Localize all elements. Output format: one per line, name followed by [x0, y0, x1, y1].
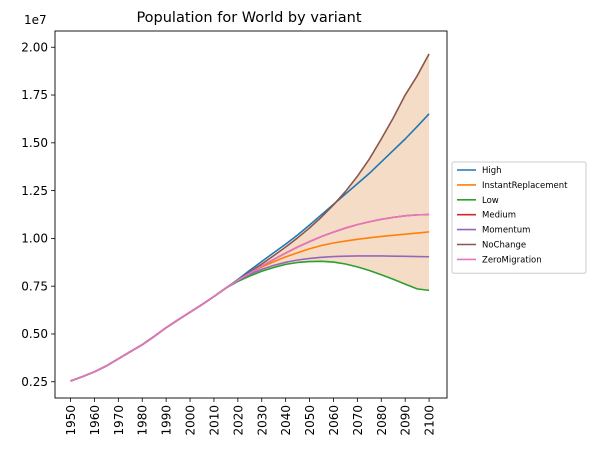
y-tick-label: 0.50 — [21, 327, 48, 341]
y-tick-label: 1.50 — [21, 136, 48, 150]
plot-frame — [54, 30, 448, 399]
legend: High InstantReplacement Low Medium Momentum N… — [451, 161, 587, 274]
range-band-layer — [70, 53, 430, 381]
legend-label: Medium — [482, 211, 516, 221]
chart-title: Population for World by variant — [136, 10, 361, 26]
x-tick-label: 2020 — [231, 405, 245, 436]
x-tick-label: 1990 — [160, 405, 174, 436]
y-axis-offset-label: 1e7 — [24, 13, 47, 27]
legend-label: NoChange — [482, 241, 526, 251]
x-tick-label: 2000 — [184, 405, 198, 436]
x-tick-label: 1960 — [88, 405, 102, 436]
x-tick-label: 2090 — [399, 405, 413, 436]
x-tick-label: 2030 — [255, 405, 269, 436]
series-line-low — [70, 260, 430, 382]
legend-label: InstantReplacement — [482, 181, 568, 191]
y-tick-label: 1.25 — [21, 184, 48, 198]
x-tick-label: 1970 — [112, 405, 126, 436]
y-tick-label: 1.75 — [21, 88, 48, 102]
y-axis-ticks: 0.25 0.50 0.75 1.00 1.25 1.50 1.75 2.00 — [21, 40, 55, 389]
legend-label: Momentum — [482, 226, 530, 236]
legend-label: ZeroMigration — [482, 255, 542, 265]
series-lines-layer — [70, 53, 430, 382]
x-axis-ticks: 1950 1960 1970 1980 1990 2000 2010 2020 2030 2040… — [64, 398, 437, 436]
x-tick-label: 2010 — [207, 405, 221, 436]
x-tick-label: 2040 — [279, 405, 293, 436]
y-tick-label: 0.25 — [21, 375, 48, 389]
x-tick-label: 2080 — [375, 405, 389, 436]
series-line-momentum — [70, 255, 430, 382]
legend-label: Low — [482, 196, 499, 206]
x-tick-label: 1980 — [136, 405, 150, 436]
legend-box — [451, 161, 587, 274]
range-band — [70, 53, 430, 381]
series-line-zero-migration — [70, 213, 430, 382]
y-tick-label: 0.75 — [21, 279, 48, 293]
y-tick-label: 1.00 — [21, 232, 48, 246]
x-tick-label: 2100 — [423, 405, 437, 436]
x-tick-label: 2050 — [303, 405, 317, 436]
x-tick-label: 2070 — [351, 405, 365, 436]
legend-label: High — [482, 166, 502, 176]
x-tick-label: 1950 — [64, 405, 78, 436]
x-tick-label: 2060 — [327, 405, 341, 436]
y-tick-label: 2.00 — [21, 40, 48, 54]
